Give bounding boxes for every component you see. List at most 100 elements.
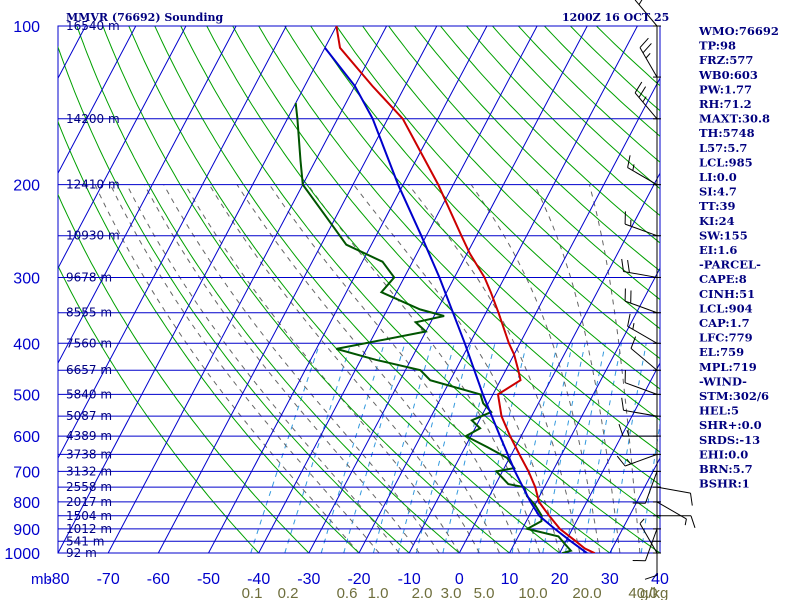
- temperature-tick-label: -40: [247, 571, 270, 588]
- mixing-ratio-label: 0.1: [242, 585, 263, 600]
- dry-adiabat: [414, 26, 660, 272]
- dry-adiabat: [258, 26, 660, 453]
- wind-barb-flag: [638, 0, 643, 5]
- temperature-tick-label: -50: [197, 571, 220, 588]
- isotherm-line: [58, 26, 137, 175]
- index-value: L57:5.7: [699, 141, 747, 155]
- height-label: 4389 m: [66, 429, 112, 443]
- dry-adiabat: [388, 26, 660, 301]
- wind-barb-flag: [642, 43, 652, 54]
- wind-barb-staff: [630, 348, 658, 371]
- wind-barbs: [616, 0, 696, 580]
- index-value: HEL:5: [699, 404, 739, 418]
- index-value: STM:302/6: [699, 389, 769, 403]
- isotherm-line: [509, 267, 660, 553]
- wind-barb-staff: [623, 409, 658, 417]
- dry-adiabat: [58, 193, 310, 553]
- index-value: WMO:76692: [698, 24, 779, 38]
- dry-adiabat: [58, 45, 410, 553]
- mixing-ratio-label: 0.2: [278, 585, 299, 600]
- index-value: CINH:51: [699, 287, 755, 301]
- height-label: 5087 m: [66, 409, 112, 423]
- index-value: MAXT:30.8: [699, 112, 770, 126]
- dry-adiabat: [180, 26, 660, 553]
- dry-adiabat: [310, 26, 660, 390]
- isotherm-line: [258, 26, 538, 553]
- dry-adiabat: [466, 26, 660, 217]
- wind-barb-flag: [627, 313, 631, 327]
- wind-barb-staff: [656, 501, 687, 520]
- dry-adiabat: [336, 26, 660, 360]
- height-label: 9678 m: [66, 270, 112, 284]
- isotherm-line: [208, 26, 488, 553]
- index-value: TP:98: [699, 39, 736, 53]
- wind-barb-staff: [644, 528, 658, 561]
- temperature-profile: [335, 26, 596, 553]
- height-label: 2558 m: [66, 480, 112, 494]
- height-label: 541 m: [66, 534, 104, 548]
- isotherm-line: [58, 26, 287, 460]
- height-label: 14200 m: [66, 112, 120, 126]
- height-label: 10930 m: [66, 229, 120, 243]
- index-value: EL:759: [699, 345, 744, 359]
- wind-barb-flag: [627, 155, 631, 168]
- height-label: 8555 m: [66, 306, 112, 320]
- wind-barb-half-flag: [642, 96, 647, 103]
- temperature-tick-label: 20: [551, 571, 569, 588]
- parcel-profile: [324, 47, 588, 553]
- dry-adiabat: [76, 26, 460, 553]
- wind-barb-half-flag: [645, 52, 651, 59]
- wind-barb-flag: [639, 37, 649, 48]
- height-label: 3738 m: [66, 447, 112, 461]
- dewpoint-profile: [294, 102, 573, 553]
- pressure-tick-label: 700: [13, 464, 40, 481]
- mixing-ratio-label: 40.0: [628, 585, 657, 600]
- wind-barb-flag: [690, 515, 696, 528]
- height-label: 12410 m: [66, 178, 120, 192]
- temperature-tick-label: -20: [347, 571, 370, 588]
- wind-barb-half-flag: [626, 429, 630, 437]
- dry-adiabat: [544, 26, 660, 137]
- dry-adiabat: [362, 26, 660, 330]
- pressure-tick-label: 900: [13, 522, 40, 539]
- dry-adiabat: [58, 120, 360, 553]
- temperature-tick-label: -70: [97, 571, 120, 588]
- wind-barb-flag: [634, 81, 643, 94]
- dry-adiabat: [102, 26, 510, 553]
- dry-adiabat: [284, 26, 660, 421]
- isotherm-line: [58, 26, 187, 270]
- index-value: SHR+:0.0: [699, 418, 762, 432]
- index-value: -WIND-: [699, 374, 747, 388]
- isotherm-line: [458, 172, 660, 553]
- dry-adiabat: [154, 26, 611, 553]
- temperature-tick-label: -60: [147, 571, 170, 588]
- height-label: 1012 m: [66, 522, 112, 536]
- pressure-tick-label: 800: [13, 495, 40, 512]
- index-value: KI:24: [699, 214, 735, 228]
- index-value: CAP:1.7: [699, 316, 750, 330]
- pressure-tick-label: 400: [13, 336, 40, 353]
- isotherm-line: [308, 26, 588, 553]
- index-value: FRZ:577: [699, 53, 753, 67]
- height-label: 92 m: [66, 546, 97, 560]
- wind-barb-flag: [618, 423, 624, 437]
- index-value: BSHR:1: [699, 477, 750, 491]
- mixing-ratio-label: 5.0: [474, 585, 495, 600]
- temperature-tick-label: -30: [297, 571, 320, 588]
- index-value: PW:1.77: [699, 82, 752, 96]
- indices-panel: WMO:76692TP:98FRZ:577WB0:603PW:1.77RH:71…: [698, 24, 779, 491]
- wind-barb-half-flag: [632, 323, 635, 330]
- wind-barb-staff: [624, 382, 658, 395]
- temperature-tick-label: -80: [46, 571, 69, 588]
- mixing-ratio-label: 2.0: [412, 585, 433, 600]
- wind-barb-flag: [616, 455, 626, 467]
- sounding-profiles: [294, 26, 596, 553]
- mixing-ratio-label: 3.0: [441, 585, 462, 600]
- mixing-ratio-label: 0.6: [337, 585, 358, 600]
- chart-title: MMVR (76692) Sounding: [66, 11, 224, 24]
- index-value: LI:0.0: [699, 170, 737, 184]
- wind-barb-flag: [630, 336, 637, 349]
- wind-barb-flag: [690, 493, 693, 506]
